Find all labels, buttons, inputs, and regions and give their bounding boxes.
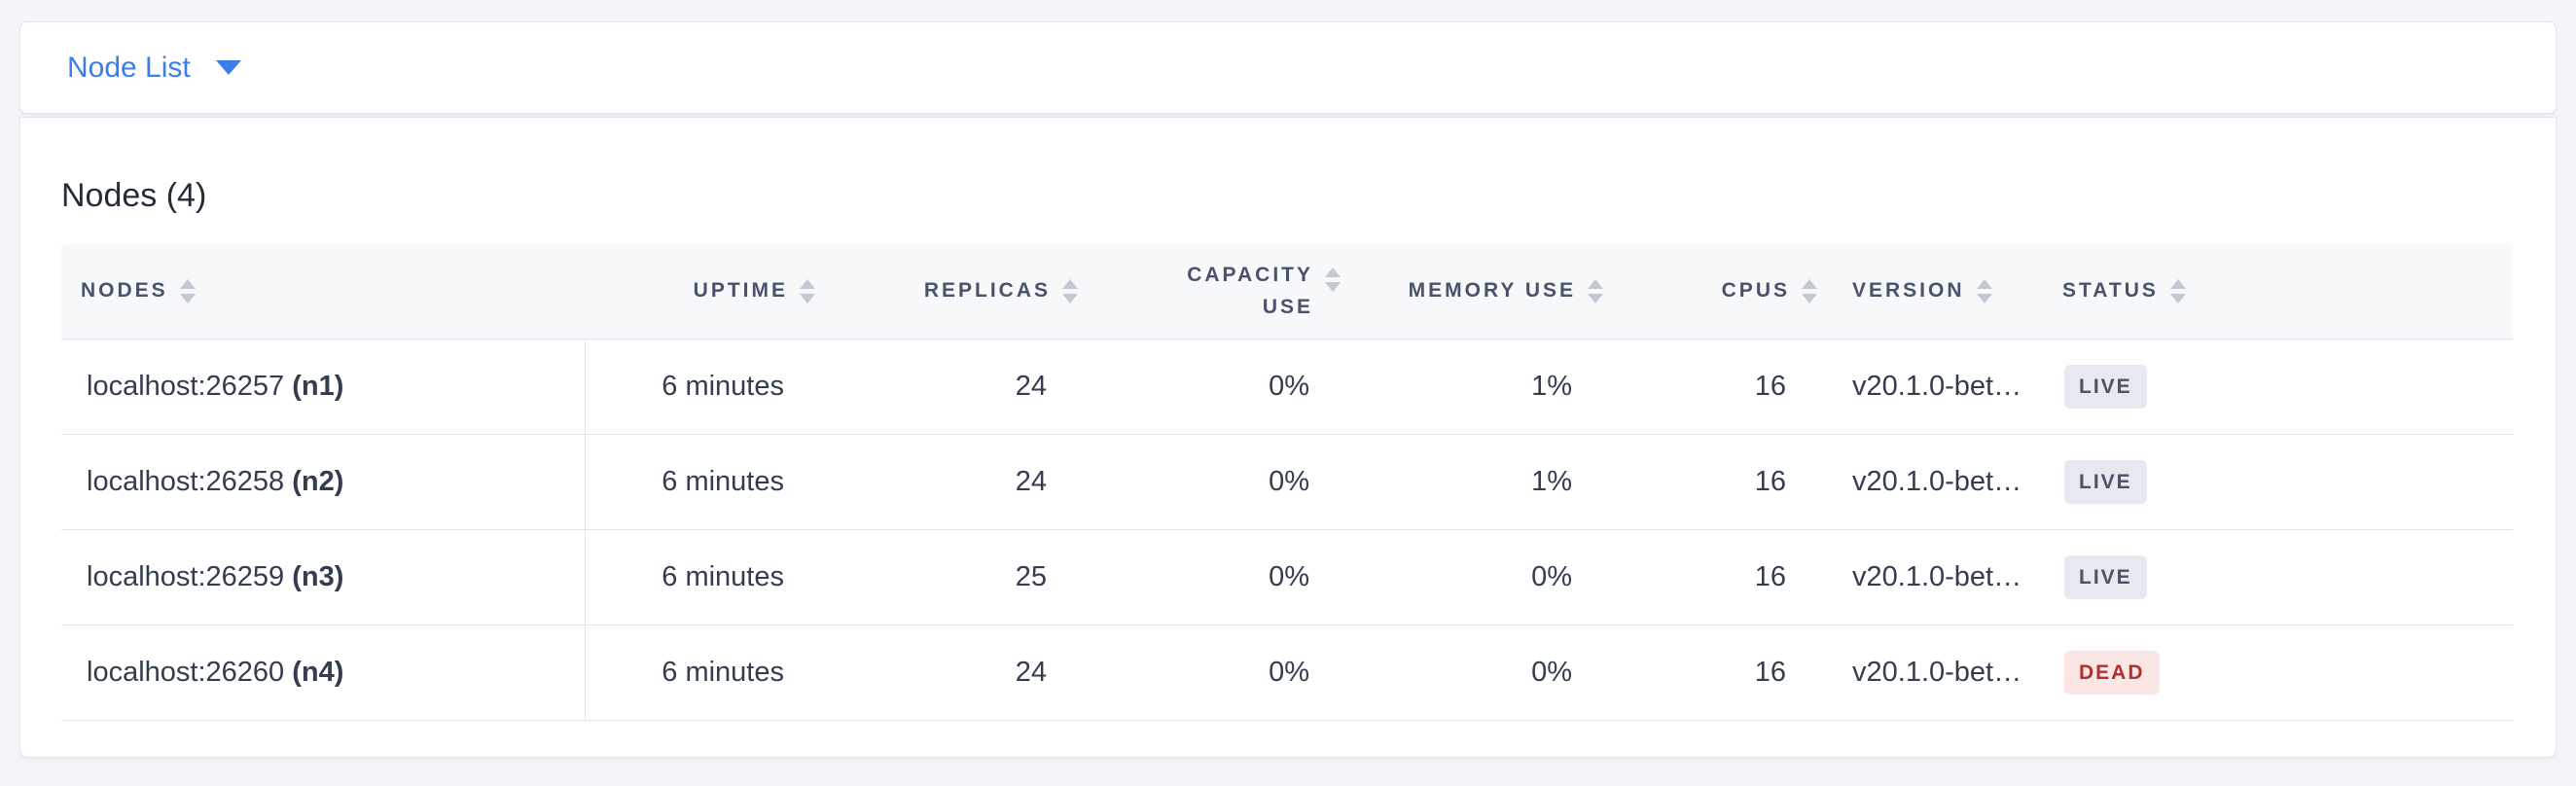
replicas-cell: 24 bbox=[823, 339, 1086, 435]
node-address: localhost:26257 bbox=[87, 370, 285, 402]
node-address: localhost:26260 bbox=[87, 656, 285, 688]
column-label: CAPACITY USE bbox=[1187, 264, 1313, 319]
node-list-dropdown[interactable]: Node List bbox=[67, 51, 241, 84]
version-cell: v20.1.0-bet… bbox=[1825, 625, 2049, 721]
capacity-use-cell: 0% bbox=[1086, 339, 1348, 435]
column-label: UPTIME bbox=[693, 279, 788, 303]
node-id: (n4) bbox=[292, 656, 344, 688]
column-header-memory-use[interactable]: MEMORY USE bbox=[1348, 244, 1611, 339]
capacity-use-cell: 0% bbox=[1086, 434, 1348, 530]
node-list-dropdown-label: Node List bbox=[67, 51, 191, 84]
table-row-n4[interactable]: localhost:26260 (n4) 6 minutes 24 0% 0% … bbox=[61, 625, 2513, 721]
node-address: localhost:26258 bbox=[87, 465, 285, 497]
column-header-replicas[interactable]: REPLICAS bbox=[823, 244, 1086, 339]
sort-icon bbox=[1976, 278, 1992, 304]
memory-use-cell: 1% bbox=[1348, 434, 1611, 530]
status-badge: LIVE bbox=[2064, 364, 2147, 409]
node-id: (n2) bbox=[292, 465, 344, 497]
cpus-cell: 16 bbox=[1611, 625, 1825, 721]
section-title: Nodes (4) bbox=[61, 177, 207, 214]
column-label: MEMORY USE bbox=[1408, 279, 1576, 303]
column-header-uptime[interactable]: UPTIME bbox=[585, 244, 823, 339]
capacity-use-cell: 0% bbox=[1086, 529, 1348, 625]
column-label: REPLICAS bbox=[923, 279, 1051, 303]
table-row-n2[interactable]: localhost:26258 (n2) 6 minutes 24 0% 1% … bbox=[61, 434, 2513, 530]
table-header-row: NODES UPTIME REPLICAS CAPACITY USE bbox=[61, 244, 2513, 339]
node-id: (n3) bbox=[292, 560, 344, 592]
column-header-status[interactable]: STATUS bbox=[2049, 244, 2513, 339]
sort-icon bbox=[800, 278, 815, 304]
column-header-cpus[interactable]: CPUS bbox=[1611, 244, 1825, 339]
replicas-cell: 25 bbox=[823, 529, 1086, 625]
column-header-capacity-use[interactable]: CAPACITY USE bbox=[1086, 244, 1348, 339]
sort-icon bbox=[1325, 268, 1341, 292]
replicas-cell: 24 bbox=[823, 625, 1086, 721]
nodes-table: NODES UPTIME REPLICAS CAPACITY USE bbox=[61, 244, 2513, 721]
replicas-cell: 24 bbox=[823, 434, 1086, 530]
column-label: STATUS bbox=[2062, 279, 2159, 303]
sort-icon bbox=[179, 278, 196, 304]
memory-use-cell: 0% bbox=[1348, 625, 1611, 721]
status-badge: DEAD bbox=[2064, 650, 2160, 695]
version-cell: v20.1.0-bet… bbox=[1825, 339, 2049, 435]
page: Node List Nodes (4) NODES UPTIME bbox=[19, 21, 2557, 758]
uptime-cell: 6 minutes bbox=[585, 434, 823, 530]
sort-icon bbox=[1802, 278, 1817, 304]
chevron-down-icon bbox=[215, 60, 241, 75]
capacity-use-cell: 0% bbox=[1086, 625, 1348, 721]
column-label: VERSION bbox=[1852, 279, 1965, 303]
column-header-nodes[interactable]: NODES bbox=[61, 244, 585, 339]
cpus-cell: 16 bbox=[1611, 339, 1825, 435]
column-label: NODES bbox=[81, 279, 168, 303]
table-row-n1[interactable]: localhost:26257 (n1) 6 minutes 24 0% 1% … bbox=[61, 339, 2513, 435]
version-cell: v20.1.0-bet… bbox=[1825, 529, 2049, 625]
memory-use-cell: 0% bbox=[1348, 529, 1611, 625]
cpus-cell: 16 bbox=[1611, 529, 1825, 625]
version-cell: v20.1.0-bet… bbox=[1825, 434, 2049, 530]
uptime-cell: 6 minutes bbox=[585, 529, 823, 625]
sort-icon bbox=[1588, 278, 1603, 304]
table-row-n3[interactable]: localhost:26259 (n3) 6 minutes 25 0% 0% … bbox=[61, 529, 2513, 625]
uptime-cell: 6 minutes bbox=[585, 339, 823, 435]
column-label: CPUS bbox=[1721, 279, 1790, 303]
sort-icon bbox=[1062, 278, 1078, 304]
memory-use-cell: 1% bbox=[1348, 339, 1611, 435]
nodes-card: Nodes (4) NODES UPTIME REPLIC bbox=[19, 117, 2557, 758]
column-header-version[interactable]: VERSION bbox=[1825, 244, 2049, 339]
node-id: (n1) bbox=[292, 370, 344, 402]
status-badge: LIVE bbox=[2064, 459, 2147, 504]
node-address: localhost:26259 bbox=[87, 560, 285, 592]
sort-icon bbox=[2169, 278, 2186, 304]
cpus-cell: 16 bbox=[1611, 434, 1825, 530]
status-badge: LIVE bbox=[2064, 554, 2147, 599]
uptime-cell: 6 minutes bbox=[585, 625, 823, 721]
page-header-bar: Node List bbox=[19, 21, 2557, 114]
